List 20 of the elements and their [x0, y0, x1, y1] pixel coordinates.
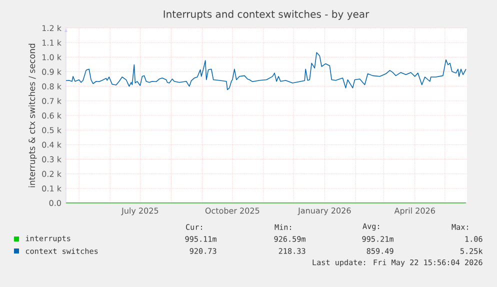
y-tick-label: 1.2 k	[42, 24, 62, 32]
y-tick-label: 0.6 k	[42, 112, 62, 119]
y-tick-label: 0.1 k	[42, 185, 62, 192]
y-tick-label: 0.3 k	[42, 156, 62, 162]
y-axis-title: interrupts & ctx switches / second	[28, 44, 37, 188]
chart-title: Interrupts and context switches - by year	[164, 10, 370, 20]
y-tick-label: 0.2 k	[42, 170, 62, 177]
y-tick-label: 1.0 k	[42, 54, 62, 60]
y-tick-label: 0.0	[49, 200, 61, 206]
y-tick-label: 0.8 k	[42, 83, 62, 90]
y-tick-label: 0.5 k	[42, 126, 62, 134]
line-series	[66, 52, 466, 90]
y-tick-label: 0.9 k	[42, 68, 62, 75]
y-tick-label: 0.4 k	[42, 142, 62, 148]
x-tick-label: July 2025	[121, 208, 158, 216]
x-tick-label: April 2026	[394, 208, 435, 216]
y-tick-label: 0.7 k	[42, 98, 62, 104]
x-tick-label: January 2026	[298, 208, 351, 216]
x-tick-label: October 2025	[205, 208, 260, 214]
y-tick-label: 1.1 k	[42, 40, 62, 46]
